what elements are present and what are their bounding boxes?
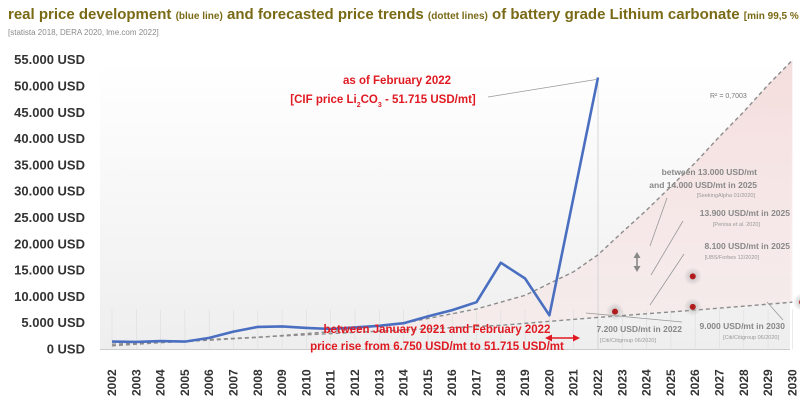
x-tick-label: 2005 [178,369,192,396]
x-tick-label: 2008 [251,369,265,396]
forecast-band-area [112,60,793,346]
x-tick-label: 2004 [154,369,168,396]
x-tick-label: 2016 [445,369,459,396]
annotation-rise-line1: between January 2021 and February 2022 [324,324,551,336]
y-tick-label: 55.000 USD [14,52,85,67]
annotation-penisa-line1: 13.900 USD/mt in 2025 [700,208,791,218]
double-arrow-icon [545,334,580,342]
annotation-feb2022-line2: [CIF price Li2CO3 - 51.715 USD/mt] [290,94,476,109]
range-arrow-icon [633,252,641,272]
x-tick-label: 2020 [542,369,556,396]
title-part6: [min 99,5 % Li [743,11,800,22]
title-part1: real price development [8,6,176,23]
x-tick-label: 2009 [275,369,289,396]
r2-label: R² = 0,7003 [710,93,747,100]
x-tick-label: 2023 [615,369,629,396]
forecast-point-glow [793,293,800,311]
y-tick-label: 10.000 USD [14,289,85,304]
x-tick-label: 2010 [299,369,313,396]
x-tick-label: 2028 [737,369,751,396]
x-tick-label: 2007 [227,369,241,396]
x-tick-label: 2012 [348,369,362,396]
y-tick-label: 50.000 USD [14,79,85,94]
annotation-citi2030-source: [Citi/Citigroup 06/2020] [723,335,779,341]
leader-citi2030 [766,301,784,321]
y-tick-label: 20.000 USD [14,236,85,251]
leader-penisa [650,220,684,276]
y-tick-label: 15.000 USD [14,263,85,278]
x-tick-label: 2026 [688,369,702,396]
x-tick-label: 2022 [591,369,605,396]
y-tick-label: 35.000 USD [14,157,85,172]
x-tick-label: 2029 [761,369,775,396]
leader-ubs [649,253,685,306]
title-part4: (dottet lines) [427,11,488,22]
x-tick-label: 2027 [713,369,727,396]
forecast-point [689,273,696,280]
annotation-feb2022-text-a: [CIF price Li [290,94,356,106]
title-part3: and forecasted price trends [222,6,428,23]
title-part2: (blue line) [175,11,223,22]
chart-title: real price development (blue line) and f… [8,6,800,25]
annotation-rise-line2: price rise from 6.750 USD/mt to 51.715 U… [310,341,564,353]
leader-feb2022 [487,79,597,98]
x-tick-label: 2021 [567,369,581,396]
y-tick-label: 45.000 USD [14,105,85,120]
annotation-ubs-source: [UBS/Forbes 12/2020] [705,255,760,261]
annotation-citi2030-line1: 9.000 USD/mt in 2030 [699,321,785,331]
forecast-point [689,303,696,310]
y-tick-label: 40.000 USD [14,131,85,146]
annotation-penisa-source: [Penisa et al. 2020] [713,222,761,228]
x-tick-label: 2002 [105,369,119,396]
x-tick-label: 2006 [202,369,216,396]
x-tick-label: 2013 [372,369,386,396]
upper-trend-line [111,59,793,345]
x-tick-label: 2015 [421,369,435,396]
x-tick-label: 2011 [324,370,338,396]
title-part5: of battery grade Lithium carbonate [487,6,744,23]
x-tick-label: 2024 [640,369,654,396]
y-tick-label: 0 USD [47,342,85,357]
forecast-point [612,308,619,315]
annotation-citi2022-source: [Citi/Citigroup 06/2020] [600,338,656,344]
y-tick-label: 30.000 USD [14,184,85,199]
annotation-seeking-source: [SeekingAlpha 01/2020] [697,193,756,199]
x-tick-label: 2014 [397,369,411,396]
annotation-ubs-line1: 8.100 USD/mt in 2025 [704,241,790,251]
x-tick-label: 2003 [129,369,143,396]
lower-trend-line [111,301,793,347]
annotation-feb2022-text-b: CO [361,94,378,106]
x-tick-label: 2030 [785,369,799,396]
annotation-citi2022-line1: 7.200 USD/mt in 2022 [596,324,682,334]
annotation-feb2022-text-c: - 51.715 USD/mt] [382,94,476,106]
y-tick-label: 5.000 USD [21,315,85,330]
real-price-line [111,77,600,344]
annotation-feb2022-sub3: 3 [378,102,382,109]
leader-citi2022 [585,312,683,323]
annotation-feb2022-line1: as of February 2022 [343,75,451,87]
annotation-seeking-line2: and 14.000 USD/mt in 2025 [649,180,757,190]
annotation-feb2022-sub2: 2 [357,102,361,109]
leader-seeking [649,197,668,247]
x-tick-label: 2018 [494,369,508,396]
x-tick-label: 2017 [470,369,484,396]
x-tick-label: 2019 [518,369,532,396]
annotation-seeking-line1: between 13.000 USD/mt [662,167,758,177]
x-tick-label: 2025 [664,369,678,396]
y-tick-label: 25.000 USD [14,210,85,225]
chart-sources: [statista 2018, DERA 2020, lme.com 2022] [8,28,159,37]
